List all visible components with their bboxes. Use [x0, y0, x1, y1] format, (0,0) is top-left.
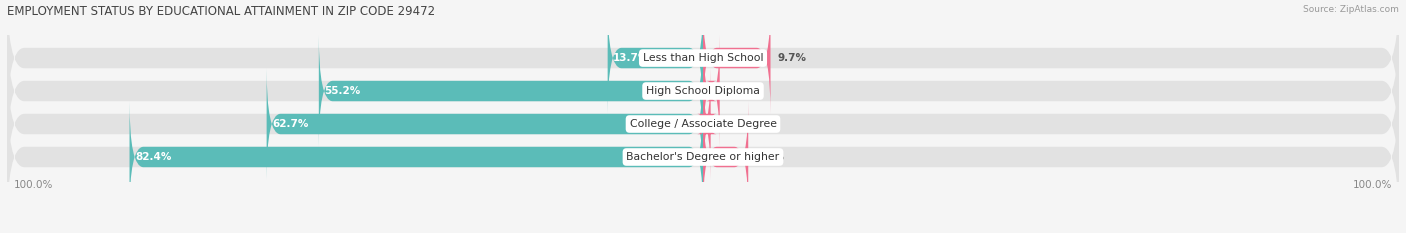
Text: Less than High School: Less than High School: [643, 53, 763, 63]
FancyBboxPatch shape: [319, 35, 703, 147]
FancyBboxPatch shape: [703, 2, 770, 114]
FancyBboxPatch shape: [7, 85, 1399, 229]
FancyBboxPatch shape: [7, 19, 1399, 163]
Text: High School Diploma: High School Diploma: [647, 86, 759, 96]
Text: 9.7%: 9.7%: [778, 53, 807, 63]
FancyBboxPatch shape: [7, 52, 1399, 196]
FancyBboxPatch shape: [703, 35, 720, 147]
FancyBboxPatch shape: [703, 101, 748, 213]
Text: Bachelor's Degree or higher: Bachelor's Degree or higher: [627, 152, 779, 162]
FancyBboxPatch shape: [7, 0, 1399, 130]
Text: 6.5%: 6.5%: [755, 152, 785, 162]
Text: Source: ZipAtlas.com: Source: ZipAtlas.com: [1303, 5, 1399, 14]
Text: 13.7%: 13.7%: [613, 53, 650, 63]
Text: 62.7%: 62.7%: [273, 119, 308, 129]
FancyBboxPatch shape: [129, 101, 703, 213]
FancyBboxPatch shape: [607, 2, 703, 114]
Text: 1.1%: 1.1%: [717, 119, 747, 129]
FancyBboxPatch shape: [267, 68, 703, 180]
Text: 100.0%: 100.0%: [14, 180, 53, 190]
FancyBboxPatch shape: [697, 68, 717, 180]
Text: EMPLOYMENT STATUS BY EDUCATIONAL ATTAINMENT IN ZIP CODE 29472: EMPLOYMENT STATUS BY EDUCATIONAL ATTAINM…: [7, 5, 434, 18]
Text: 100.0%: 100.0%: [1353, 180, 1392, 190]
Text: College / Associate Degree: College / Associate Degree: [630, 119, 776, 129]
Text: 82.4%: 82.4%: [135, 152, 172, 162]
Text: 55.2%: 55.2%: [325, 86, 361, 96]
Text: 2.4%: 2.4%: [727, 86, 756, 96]
